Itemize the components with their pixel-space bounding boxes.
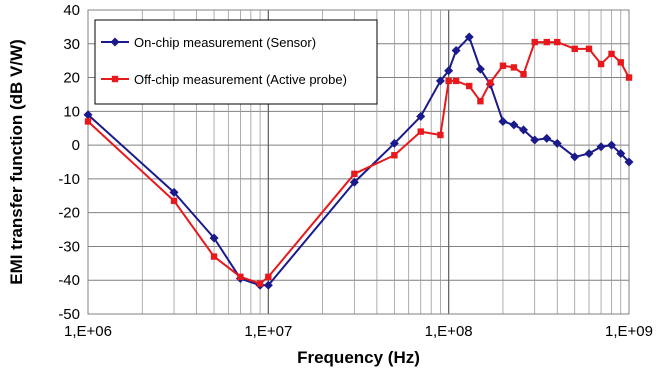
- data-point: [265, 273, 272, 281]
- legend-swatch-marker: [110, 37, 120, 47]
- y-tick-label: 20: [63, 70, 80, 87]
- data-point: [475, 64, 485, 74]
- data-point: [585, 45, 593, 53]
- y-tick-label: -10: [58, 171, 80, 188]
- x-tick-label: 1,E+07: [244, 323, 292, 340]
- legend-label: On-chip measurement (Sensor): [134, 35, 316, 50]
- data-point: [263, 280, 273, 290]
- data-point: [510, 64, 518, 71]
- x-axis-title: Frequency (Hz): [297, 348, 420, 367]
- legend-label: Off-chip measurement (Active probe): [134, 72, 347, 87]
- legend-swatch-marker: [111, 75, 119, 83]
- x-tick-labels: 1,E+06 1,E+07 1,E+08 1,E+09: [64, 323, 653, 340]
- y-tick-label: -30: [58, 238, 80, 255]
- data-point: [543, 38, 550, 46]
- data-point: [84, 118, 92, 125]
- data-point: [498, 116, 508, 126]
- data-point: [520, 70, 527, 78]
- data-point: [570, 152, 580, 162]
- y-tick-label: -40: [58, 272, 80, 289]
- data-point: [210, 253, 218, 260]
- series-1: [83, 32, 634, 290]
- data-point: [531, 38, 538, 46]
- data-point: [584, 149, 594, 159]
- data-point: [209, 233, 219, 243]
- data-point: [451, 46, 461, 56]
- data-point: [464, 32, 474, 42]
- data-point: [616, 149, 626, 159]
- data-point: [499, 62, 507, 69]
- y-tick-label: 30: [63, 36, 80, 53]
- data-point: [542, 133, 552, 143]
- data-point: [437, 131, 444, 139]
- data-point: [607, 140, 617, 150]
- data-point: [83, 110, 93, 120]
- y-tick-label: 0: [72, 137, 80, 154]
- y-tick-label: 40: [63, 2, 80, 19]
- data-point: [466, 82, 473, 90]
- data-point: [444, 66, 454, 76]
- legend: On-chip measurement (Sensor) Off-chip mea…: [94, 19, 378, 105]
- data-point: [625, 74, 633, 81]
- data-point: [608, 50, 615, 58]
- data-point: [351, 170, 358, 178]
- y-tick-label: 10: [63, 103, 80, 120]
- data-point: [416, 111, 426, 121]
- data-point: [530, 135, 540, 145]
- y-tick-labels: -50 -40 -30 -20 -10 0 10 20 30 40: [58, 2, 80, 323]
- data-point: [237, 273, 244, 281]
- series-2: [84, 38, 633, 287]
- data-point: [519, 125, 529, 135]
- data-point: [417, 128, 424, 135]
- data-point: [554, 38, 561, 46]
- data-point: [170, 197, 178, 205]
- data-point: [571, 45, 578, 53]
- data-point: [624, 157, 634, 167]
- y-tick-label: -20: [58, 205, 80, 222]
- data-point: [477, 98, 484, 105]
- data-point: [617, 59, 624, 66]
- data-point: [445, 77, 452, 85]
- x-tick-label: 1,E+06: [64, 323, 112, 340]
- data-point: [391, 152, 398, 159]
- data-point: [509, 120, 519, 130]
- data-point: [169, 187, 179, 197]
- data-point: [452, 77, 460, 85]
- data-point: [389, 138, 399, 148]
- data-point: [435, 76, 445, 86]
- x-tick-label: 1,E+08: [425, 323, 473, 340]
- legend-item: Off-chip measurement (Active probe): [101, 72, 347, 87]
- data-point: [487, 79, 494, 86]
- data-point: [552, 138, 562, 148]
- y-tick-label: -50: [58, 306, 80, 323]
- data-point: [349, 177, 359, 187]
- data-point: [256, 280, 264, 287]
- x-tick-label: 1,E+09: [605, 323, 653, 340]
- data-point: [596, 142, 606, 152]
- y-axis-title: EMI transfer function (dB V/W): [7, 39, 26, 285]
- data-point: [597, 60, 605, 68]
- series-layer: [83, 32, 634, 290]
- legend-item: On-chip measurement (Sensor): [101, 35, 316, 50]
- legend-box: [94, 19, 378, 105]
